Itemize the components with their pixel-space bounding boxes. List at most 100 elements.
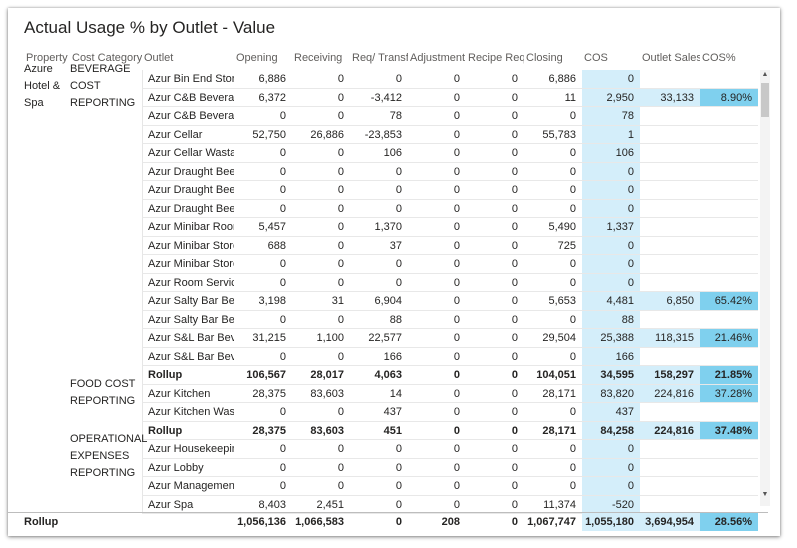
- opening-cell: 3,198: [234, 292, 292, 311]
- adj-cell: 0: [408, 403, 466, 422]
- recipe-cell: 0: [466, 126, 524, 144]
- recipe-cell: 0: [466, 477, 524, 496]
- column-header[interactable]: Outlet Sales: [642, 52, 700, 64]
- column-header[interactable]: COS%: [702, 52, 736, 64]
- column-header[interactable]: Outlet: [144, 52, 174, 64]
- table-row: Azur C&B Beverage6,3720-3,41200112,95033…: [8, 88, 768, 107]
- table-row: Azur Bin End Store 6,886 0 0 0 0 6,886 0: [8, 70, 768, 89]
- recipe-cell: 0: [466, 89, 524, 107]
- receiving-cell: 2,451: [292, 496, 350, 514]
- recipe-cell: 0: [466, 107, 524, 126]
- receiving-cell: 26,886: [292, 126, 350, 144]
- column-header[interactable]: Closing: [526, 52, 563, 64]
- column-header[interactable]: Opening: [236, 52, 278, 64]
- opening-cell: 0: [234, 255, 292, 274]
- column-header[interactable]: Receiving: [294, 52, 343, 64]
- matrix-table: Property Cost Category Outlet Opening Receiv…: [8, 46, 768, 531]
- outlet-cell: Azur Kitchen: [142, 384, 234, 403]
- outlet-cell: Azur C&B Beverage: [142, 88, 234, 107]
- recipe-cell: 0: [466, 422, 524, 440]
- req-cell: 0: [350, 440, 408, 459]
- receiving-cell: 0: [292, 255, 350, 274]
- req-cell: 166: [350, 348, 408, 366]
- receiving-cell: 0: [292, 311, 350, 329]
- opening-cell: 0: [234, 459, 292, 477]
- req-cell: 0: [350, 163, 408, 181]
- sales-cell: [640, 107, 700, 126]
- scroll-up-icon[interactable]: ▲: [761, 71, 769, 78]
- req-cell: 0: [350, 255, 408, 274]
- outlet-cell: Azur Cellar Wastage: [142, 144, 234, 163]
- outlet-cell: Azur Draught Beer: [142, 162, 234, 181]
- cos-cell: 0: [582, 477, 640, 496]
- pct-cell: [700, 274, 758, 292]
- closing-cell: 0: [524, 255, 582, 274]
- req-cell: 14: [350, 385, 408, 403]
- table-row: Azur Housekeeping0000000: [8, 440, 768, 459]
- cos-cell: 0: [582, 70, 640, 89]
- scroll-down-icon[interactable]: ▼: [761, 491, 769, 498]
- scrollbar-thumb[interactable]: [761, 83, 769, 117]
- receiving-cell: 0: [292, 144, 350, 163]
- closing-cell: 0: [524, 181, 582, 200]
- outlet-cell: Azur Draught Beer: [142, 199, 234, 218]
- recipe-cell: 0: [466, 144, 524, 163]
- outlet-cell: Azur Bin End Store: [142, 70, 234, 89]
- adj-cell: 0: [408, 329, 466, 348]
- pct-cell: [700, 403, 758, 422]
- sales-cell: [640, 218, 700, 237]
- outlet-cell: Azur Minibar Stores: [142, 255, 234, 274]
- column-header[interactable]: Property: [26, 52, 68, 64]
- recipe-cell: 0: [466, 181, 524, 200]
- opening-cell: 0: [234, 403, 292, 422]
- sales-cell: [640, 348, 700, 366]
- recipe-cell: 0: [466, 311, 524, 329]
- total-adj-cell: 208: [441, 516, 460, 528]
- adj-cell: 0: [408, 181, 466, 200]
- cos-cell: 84,258: [582, 421, 640, 440]
- rollup-row: Rollup 106,567 28,017 4,063 0 0 104,051 34,595 1…: [8, 366, 768, 385]
- column-header[interactable]: Cost Category: [72, 52, 142, 64]
- opening-cell: 31,215: [234, 329, 292, 348]
- sales-cell: 6,850: [640, 292, 700, 311]
- outlet-cell: Azur Spa: [142, 495, 234, 514]
- cos-cell: 437: [582, 403, 640, 422]
- rollup-row: Rollup 28,375 83,603 451 0 0 28,171 84,258 224,8…: [8, 421, 768, 440]
- closing-cell: 0: [524, 477, 582, 496]
- opening-cell: 6,886: [234, 70, 292, 89]
- column-header[interactable]: Req/ Transf: [352, 52, 408, 64]
- grand-total-row: [8, 512, 768, 533]
- receiving-cell: 83,603: [292, 385, 350, 403]
- adj-cell: 0: [408, 237, 466, 255]
- column-header[interactable]: COS: [584, 52, 608, 64]
- receiving-cell: 1,100: [292, 329, 350, 348]
- column-header[interactable]: Adjustment: [410, 52, 466, 64]
- pct-cell: [700, 348, 758, 366]
- receiving-cell: 0: [292, 237, 350, 255]
- column-header[interactable]: Recipe Req/: [468, 52, 524, 64]
- group-beverage-label: BEVERAGE COST REPORTING: [70, 63, 136, 109]
- pct-cell: [700, 218, 758, 237]
- total-closing-cell: 1,067,747: [527, 516, 576, 528]
- adj-cell: 0: [408, 311, 466, 329]
- closing-cell: 29,504: [524, 329, 582, 348]
- req-cell: 0: [350, 274, 408, 292]
- outlet-cell: Azur Cellar: [142, 125, 234, 144]
- table-row: Azur S&L Bar Bever31,2151,10022,5770029,…: [8, 329, 768, 348]
- opening-cell: 52,750: [234, 126, 292, 144]
- req-cell: 451: [350, 422, 408, 440]
- vertical-scrollbar[interactable]: [760, 70, 770, 506]
- sales-cell: [640, 144, 700, 163]
- outlet-cell: Rollup: [142, 366, 234, 385]
- outlet-cell: Azur S&L Bar Bever: [142, 347, 234, 366]
- req-cell: 0: [350, 477, 408, 496]
- adj-cell: 0: [408, 274, 466, 292]
- adj-cell: 0: [408, 348, 466, 366]
- adj-cell: 0: [408, 366, 466, 385]
- cos-cell: 0: [582, 273, 640, 292]
- pct-cell: [700, 459, 758, 477]
- cos-cell: 1,337: [582, 218, 640, 237]
- recipe-cell: 0: [466, 218, 524, 237]
- req-cell: 6,904: [350, 292, 408, 311]
- sales-cell: [640, 311, 700, 329]
